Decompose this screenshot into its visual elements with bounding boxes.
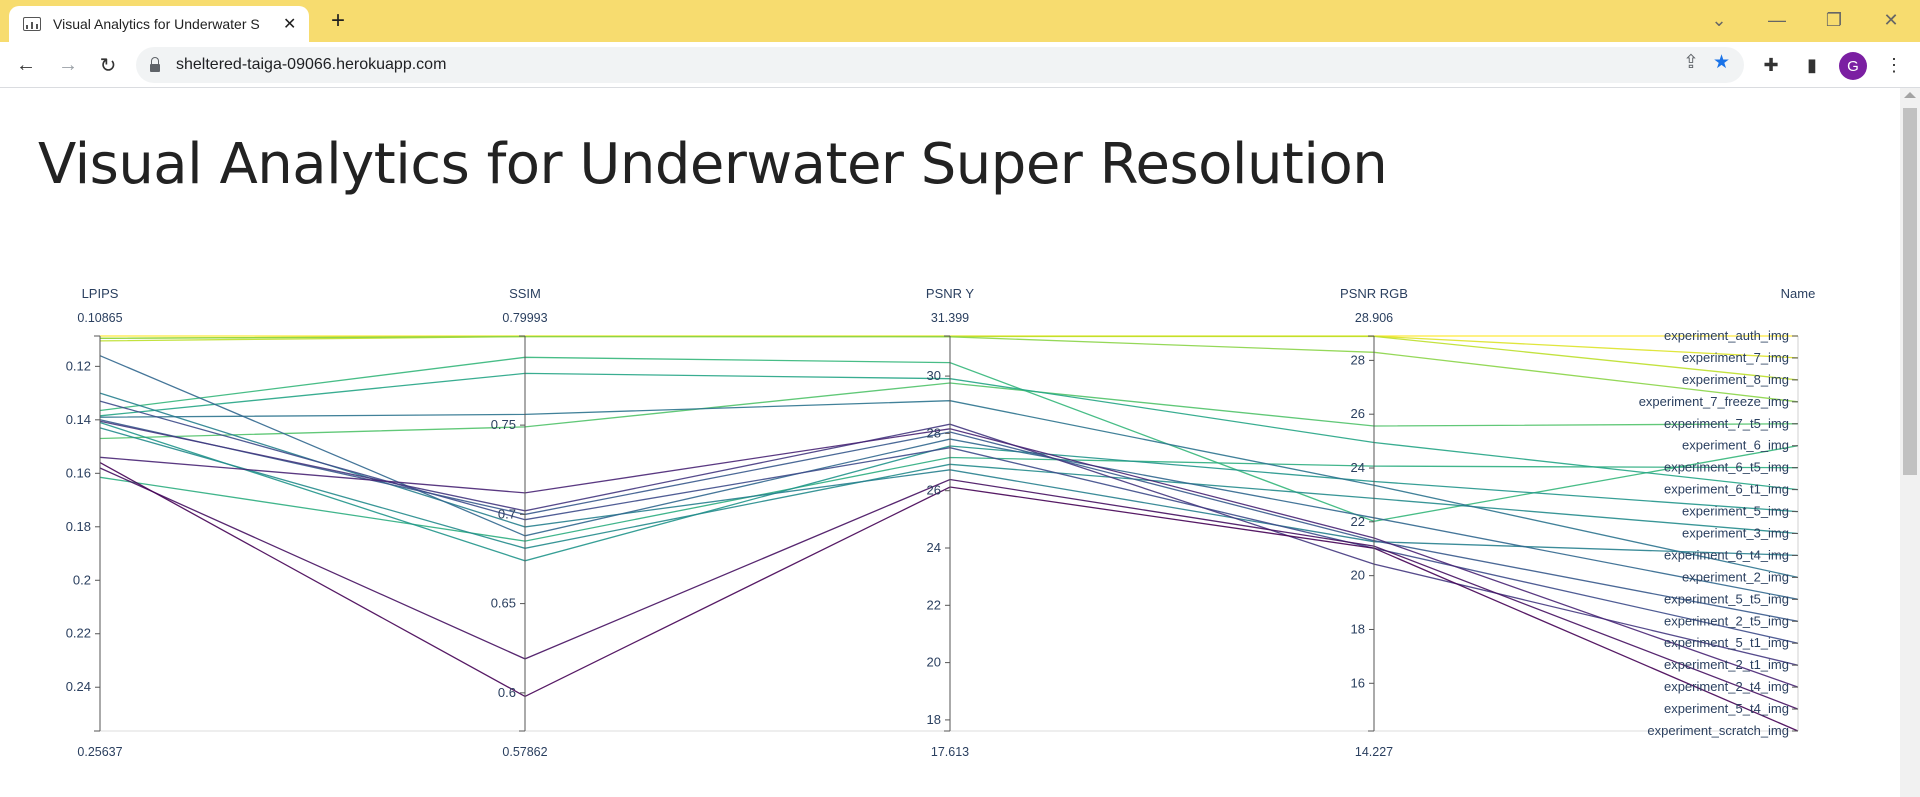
data-line-experiment-8-img[interactable] [99, 335, 1799, 381]
sidepanel-icon[interactable]: ▮ [1807, 54, 1817, 75]
tick-label: 16 [1351, 675, 1365, 690]
data-line-experiment-2-t4-img[interactable] [99, 428, 1799, 688]
tick-label: 24 [1351, 460, 1365, 475]
lock-icon[interactable] [150, 56, 160, 72]
tick-label: 26 [1351, 406, 1365, 421]
tick-label: 0.14 [66, 412, 91, 427]
axis-range-bottom-label: 0.57862 [502, 745, 547, 759]
name-tick-label: experiment_6_t4_img [1664, 547, 1789, 562]
name-tick-label: experiment_5_img [1682, 504, 1789, 519]
data-line-experiment-2-t5-img[interactable] [99, 419, 1799, 622]
forward-icon[interactable]: → [58, 53, 78, 76]
name-tick-label: experiment_7_freeze_img [1639, 394, 1789, 409]
tick-label: 30 [927, 368, 941, 383]
close-window-icon[interactable]: ✕ [1883, 9, 1899, 30]
parallel-coordinates-chart[interactable]: LPIPS 0.10865 0.25637 0.12 0.14 0.16 0.18 0.2 0.… [0, 88, 1900, 797]
name-tick-label: experiment_6_t5_img [1664, 460, 1789, 475]
name-tick-label: experiment_6_t1_img [1664, 482, 1789, 497]
tick-label: 0.7 [498, 506, 516, 521]
tab-title: Visual Analytics for Underwater S [53, 16, 260, 32]
tick-label: 20 [927, 655, 941, 670]
url-text[interactable]: sheltered-taiga-09066.herokuapp.com [176, 56, 447, 73]
tick-label: 0.16 [66, 465, 91, 480]
tick-label: 18 [1351, 621, 1365, 636]
name-tick-label: experiment_2_t1_img [1664, 657, 1789, 672]
name-tick-label: experiment_2_t5_img [1664, 613, 1789, 628]
new-tab-button[interactable]: + [330, 7, 345, 34]
data-line-experiment-7-img[interactable] [99, 335, 1799, 359]
name-tick-label: experiment_auth_img [1664, 328, 1789, 343]
extensions-icon[interactable]: ✚ [1763, 54, 1779, 75]
avatar[interactable]: G [1839, 52, 1867, 80]
name-tick-label: experiment_2_img [1682, 569, 1789, 584]
star-icon[interactable]: ★ [1712, 52, 1730, 73]
axis-range-top-label: 0.10865 [77, 311, 122, 325]
tick-label: 0.22 [66, 626, 91, 641]
data-line-experiment-5-t4-img[interactable] [99, 467, 1799, 710]
axis-range-top-label: 31.399 [931, 311, 969, 325]
share-icon[interactable]: ⇪ [1683, 52, 1699, 73]
reload-icon[interactable]: ↻ [99, 54, 117, 77]
menu-icon[interactable]: ⋮ [1885, 54, 1903, 75]
back-icon[interactable]: ← [16, 53, 36, 76]
tick-label: 22 [927, 597, 941, 612]
name-tick-label: experiment_7_img [1682, 350, 1789, 365]
axis-title-ssim: SSIM [509, 286, 541, 301]
axis-title-lpips: LPIPS [82, 286, 119, 301]
axis-title-psnr-rgb: PSNR RGB [1340, 286, 1408, 301]
close-tab-icon[interactable]: ✕ [283, 16, 297, 33]
page-content: Visual Analytics for Underwater Super Re… [0, 88, 1900, 797]
axis-range-bottom-label: 0.25637 [77, 745, 122, 759]
axis-range-bottom-label: 14.227 [1355, 745, 1393, 759]
data-line-experiment-7-freeze-img[interactable] [99, 335, 1799, 403]
browser-tab[interactable]: Visual Analytics for Underwater S ✕ [9, 6, 309, 42]
browser-toolbar: ← → ↻ sheltered-taiga-09066.herokuapp.co… [0, 42, 1920, 88]
name-tick-label: experiment_scratch_img [1647, 723, 1789, 738]
address-bar[interactable]: sheltered-taiga-09066.herokuapp.com ⇪ ★ [136, 47, 1744, 83]
name-tick-label: experiment_5_t1_img [1664, 635, 1789, 650]
scroll-up-arrow[interactable] [1904, 92, 1916, 98]
data-line-experiment-5-t5-img[interactable] [99, 355, 1799, 600]
tick-label: 0.24 [66, 679, 91, 694]
tick-label: 18 [927, 712, 941, 727]
data-line-experiment-scratch-img[interactable] [99, 462, 1799, 732]
tick-label: 0.2 [73, 572, 91, 587]
tick-label: 26 [927, 483, 941, 498]
restore-icon[interactable]: ❐ [1825, 9, 1843, 30]
scrollbar-thumb[interactable] [1903, 108, 1917, 475]
tick-label: 0.12 [66, 358, 91, 373]
axis-title-name: Name [1781, 286, 1816, 301]
name-tick-label: experiment_3_img [1682, 526, 1789, 541]
data-line-experiment-7-t5-img[interactable] [99, 382, 1799, 440]
name-tick-label: experiment_2_t4_img [1664, 679, 1789, 694]
name-tick-label: experiment_7_t5_img [1664, 416, 1789, 431]
tick-label: 28 [927, 425, 941, 440]
tick-label: 24 [927, 540, 941, 555]
tab-strip: Visual Analytics for Underwater S ✕ + ⌄ … [0, 0, 1920, 42]
tick-label: 20 [1351, 568, 1365, 583]
axis-range-top-label: 0.79993 [502, 311, 547, 325]
tick-label: 22 [1351, 514, 1365, 529]
name-tick-label: experiment_8_img [1682, 372, 1789, 387]
axis-range-top-label: 28.906 [1355, 311, 1393, 325]
tab-search-icon[interactable]: ⌄ [1711, 9, 1727, 30]
chart-favicon-icon [23, 17, 41, 31]
name-tick-label: experiment_5_t5_img [1664, 591, 1789, 606]
axis-range-bottom-label: 17.613 [931, 745, 969, 759]
tick-label: 0.65 [491, 596, 516, 611]
tick-label: 0.75 [491, 417, 516, 432]
name-tick-label: experiment_6_img [1682, 438, 1789, 453]
tick-label: 28 [1351, 352, 1365, 367]
tick-label: 0.6 [498, 685, 516, 700]
axis-title-psnr-y: PSNR Y [926, 286, 974, 301]
page-title: Visual Analytics for Underwater Super Re… [38, 132, 1388, 197]
minimize-icon[interactable]: — [1768, 9, 1786, 30]
tick-label: 0.18 [66, 519, 91, 534]
name-tick-label: experiment_5_t4_img [1664, 701, 1789, 716]
